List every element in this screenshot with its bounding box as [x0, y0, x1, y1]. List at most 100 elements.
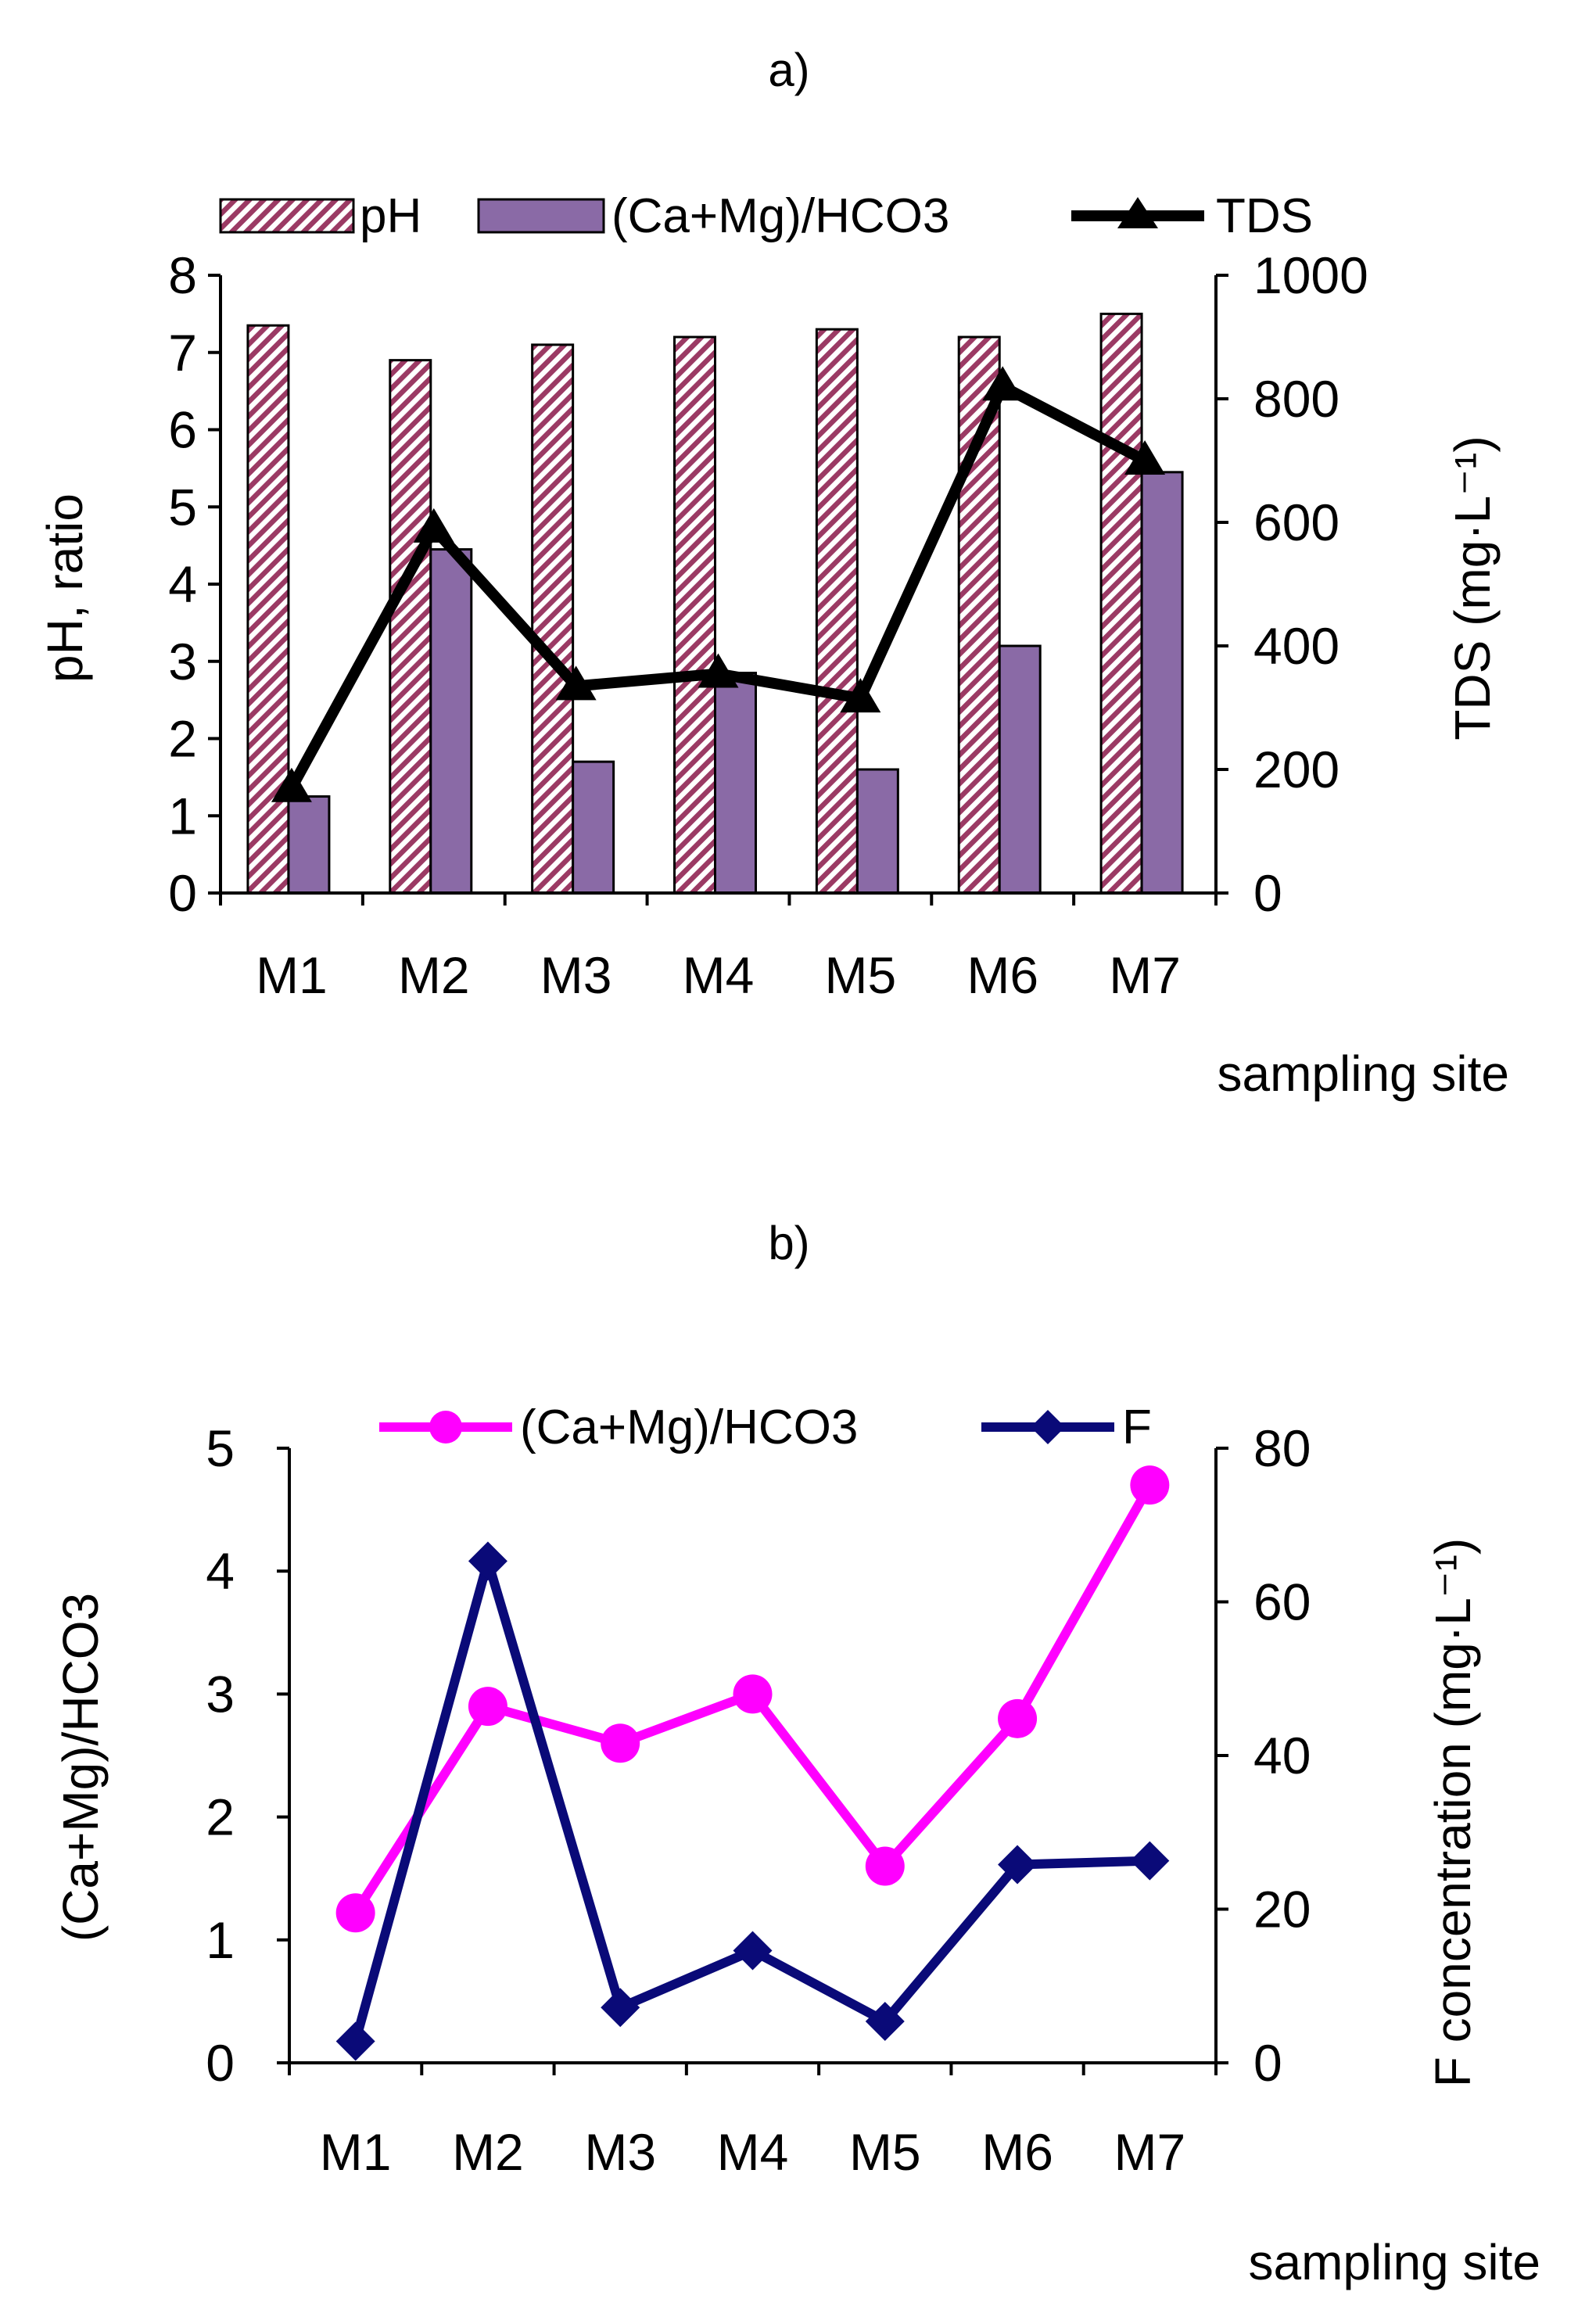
tds-point [698, 653, 739, 688]
ratio-bar [855, 768, 899, 895]
chart-a-y-tick-label: 8 [168, 246, 197, 304]
chart-b-x-tick-label: M6 [981, 2123, 1053, 2181]
tds-point [413, 507, 454, 543]
ratio-point [601, 1723, 640, 1763]
chart-b-legend: (Ca+Mg)/HCO3 F [379, 1400, 1152, 1454]
chart-a-bars [246, 312, 1184, 895]
chart-a-x-tick-label: M1 [256, 946, 328, 1004]
chart-b-x-tick-label: M4 [717, 2123, 789, 2181]
chart-a-y2-tick-label: 0 [1253, 864, 1282, 922]
legend-ratio-label: (Ca+Mg)/HCO3 [611, 189, 949, 243]
chart-b-tick-labels: 0 1 2 3 4 5 0 20 40 60 80 M1 M2 M3 M4 M5 M6 M7 [206, 1419, 1311, 2181]
chart-b-y-tick-label: 5 [206, 1419, 235, 1477]
chart-a-y2-tick-label: 200 [1253, 741, 1340, 798]
ratio-point [733, 1674, 773, 1714]
f-point [468, 1541, 507, 1581]
f-point [335, 2021, 375, 2061]
legend-tds-marker [1117, 197, 1158, 228]
chart-a-y2-tick-label: 1000 [1253, 246, 1368, 304]
legend-ph-label: pH [360, 189, 421, 243]
chart-a-y-tick-label: 5 [168, 478, 197, 536]
legend-ratio-swatch [477, 198, 605, 234]
chart-b-x-tick-label: M5 [849, 2123, 921, 2181]
ph-bar [531, 343, 575, 895]
chart-b-ylabel: (Ca+Mg)/HCO3 [52, 1593, 109, 1942]
legend-f-marker [1031, 1410, 1065, 1444]
legend-ph-swatch [219, 198, 355, 234]
chart-b-y2label: F concentration (mg·L⁻¹) [1425, 1538, 1481, 2087]
chart-a-y2-tick-label: 800 [1253, 370, 1340, 428]
chart-a-y2-tick-label: 400 [1253, 617, 1340, 675]
legend-tds-label: TDS [1216, 189, 1313, 243]
chart-a-legend: pH (Ca+Mg)/HCO3 TDS [219, 189, 1313, 243]
chart-b-y2-tick-label: 40 [1253, 1727, 1311, 1784]
chart-a-y-tick-label: 6 [168, 401, 197, 459]
chart-b-y-tick-label: 3 [206, 1665, 235, 1723]
chart-a-x-tick-label: M6 [967, 946, 1038, 1004]
chart-b-y-tick-label: 1 [206, 1911, 235, 1969]
chart-a-y-tick-label: 0 [168, 864, 197, 922]
ph-bar [815, 328, 859, 895]
chart-b-x-tick-label: M3 [584, 2123, 656, 2181]
ratio-point [335, 1893, 375, 1933]
f-point [998, 1845, 1038, 1885]
chart-b-x-tick-label: M7 [1114, 2123, 1186, 2181]
chart-b-y-tick-label: 0 [206, 2034, 235, 2092]
f-point [1130, 1841, 1170, 1881]
ratio-bar [998, 644, 1042, 895]
chart-a-ylabel: pH, ratio [37, 493, 93, 683]
chart-b-axes [277, 1447, 1228, 2075]
ph-bar [389, 359, 432, 895]
tds-point [555, 665, 597, 701]
chart-a-y2-tick-label: 600 [1253, 493, 1340, 551]
tds-point [982, 366, 1024, 401]
chart-b-y2-tick-label: 60 [1253, 1573, 1311, 1631]
ratio-point [865, 1846, 905, 1886]
chart-b: b) (Ca+Mg)/HCO3 F 0 1 2 3 4 5 0 20 40 60 80 M1 M2 M3 M… [52, 1217, 1540, 2290]
chart-a-xlabel: sampling site [1218, 1045, 1510, 1102]
legend-ratio-marker [429, 1411, 462, 1444]
chart-a-y2label: TDS (mg·L⁻¹) [1444, 436, 1501, 740]
ratio-bar [714, 672, 757, 895]
ratio-bar [287, 795, 331, 895]
chart-a-y-tick-label: 3 [168, 633, 197, 690]
ratio-point [1130, 1465, 1170, 1505]
chart-a-title: a) [768, 44, 809, 96]
ph-bar [673, 335, 716, 895]
chart-b-xlabel: sampling site [1249, 2234, 1541, 2290]
chart-b-x-tick-label: M1 [320, 2123, 392, 2181]
tds-point [1124, 440, 1166, 475]
chart-a-axes [208, 274, 1228, 906]
chart-b-x-tick-label: M2 [452, 2123, 524, 2181]
f-point [733, 1931, 773, 1971]
tds-point [271, 767, 312, 802]
chart-b-y-tick-label: 2 [206, 1788, 235, 1846]
ph-bar [246, 324, 290, 895]
chart-b-title: b) [768, 1217, 809, 1269]
chart-a-y-tick-label: 7 [168, 324, 197, 382]
f-point [601, 1988, 640, 2028]
chart-a-x-tick-label: M7 [1109, 946, 1181, 1004]
chart-a-y-tick-label: 2 [168, 710, 197, 768]
chart-b-y2-tick-label: 80 [1253, 1419, 1311, 1477]
ratio-bar [572, 760, 615, 895]
ratio-point [468, 1687, 507, 1727]
chart-a-x-tick-label: M3 [540, 946, 612, 1004]
chart-b-y-tick-label: 4 [206, 1542, 235, 1600]
chart-a-x-tick-label: M5 [825, 946, 897, 1004]
chart-a-x-tick-label: M4 [683, 946, 755, 1004]
chart-a-y-tick-label: 4 [168, 555, 197, 613]
ph-bar [1099, 312, 1143, 895]
ratio-bar [1140, 471, 1184, 895]
chart-a: a) pH (Ca+Mg)/HCO3 TDS 0 1 2 3 4 5 6 7 8 0 200 400 6… [37, 44, 1509, 1102]
chart-a-tds-series [271, 366, 1166, 802]
ph-bar [957, 335, 1001, 895]
tds-point [840, 678, 881, 713]
chart-a-tick-labels: 0 1 2 3 4 5 6 7 8 0 200 400 600 800 1000 M1 M2 M3 M4 M5 M6 M7 [168, 246, 1368, 1004]
f-point [865, 2001, 905, 2041]
legend-f-label: F [1122, 1400, 1152, 1454]
chart-a-x-tick-label: M2 [398, 946, 470, 1004]
chart-a-y-tick-label: 1 [168, 787, 197, 845]
chart-b-series [335, 1465, 1170, 2061]
